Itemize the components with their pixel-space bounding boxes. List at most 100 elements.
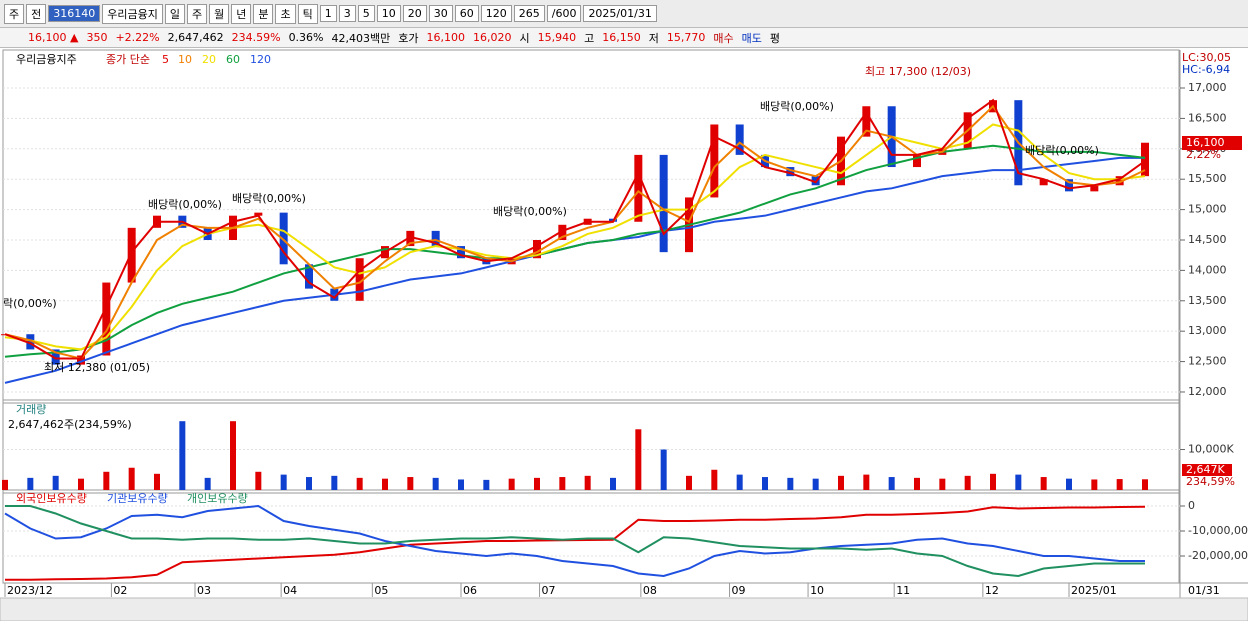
toolbar-item[interactable]: 분 [253, 3, 274, 24]
y-tick-label: 14,500 [1188, 233, 1227, 246]
bottom-bar [0, 597, 1248, 621]
toolbar-item[interactable]: 2025/01/31 [583, 5, 657, 22]
chart-title: 거래량 [16, 403, 46, 416]
y-tick-label: 14,000 [1188, 263, 1227, 276]
volume-bar [914, 477, 920, 490]
candle [710, 124, 719, 198]
volume-bar [939, 478, 946, 490]
toolbar-item[interactable]: 20 [402, 5, 427, 22]
toolbar-item[interactable]: /600 [546, 5, 582, 22]
toolbar-item[interactable]: 초 [275, 3, 296, 24]
legend-item: 5 [162, 53, 169, 66]
y-tick-label: 16,500 [1188, 111, 1227, 124]
candle [102, 282, 111, 356]
info-item: 350 [86, 31, 108, 44]
info-item: 0.36% [288, 31, 324, 44]
panel-frame [2, 489, 1180, 584]
toolbar-item[interactable]: 틱 [297, 3, 318, 24]
y-tick-label: 13,500 [1188, 294, 1227, 307]
ma-line [4, 144, 1146, 358]
toolbar-item[interactable]: 120 [480, 5, 512, 22]
toolbar-item[interactable]: 주 [4, 3, 25, 24]
candle [1039, 179, 1048, 186]
info-item: 16,150 [602, 31, 641, 44]
toolbar-item[interactable]: 전 [26, 3, 47, 24]
volume-bar [27, 477, 34, 490]
volume-bar [762, 477, 768, 490]
volume-bar [863, 474, 870, 490]
legend-item: 기관보유수량 [107, 492, 168, 505]
volume-bar [1015, 474, 1022, 490]
candle [659, 154, 668, 253]
volume-bar [584, 475, 591, 490]
y-tick-label: 17,000 [1188, 81, 1227, 94]
toolbar-item[interactable]: 5 [357, 5, 375, 22]
toolbar-item[interactable]: 주 [186, 3, 208, 24]
toolbar-item[interactable]: 60 [454, 5, 479, 22]
volume-bar [736, 474, 743, 490]
toolbar-item[interactable]: 265 [513, 5, 545, 22]
info-item: 15,940 [537, 31, 577, 44]
ma-line [4, 504, 1145, 578]
annotation: 배당락(0,00%) [232, 192, 306, 205]
toolbar-item[interactable]: 10 [376, 5, 401, 22]
x-tick-label: 02 [113, 584, 127, 597]
toolbar-item[interactable]: 316140 [48, 5, 101, 22]
side-label: LC:30,05 [1182, 51, 1231, 64]
info-bar: 16,100 ▲ 350 +2.22% 2,647,462 234.59% 0.36% 42… [0, 28, 1248, 48]
info-item: 저 [648, 31, 659, 45]
volume-bar [204, 477, 211, 490]
toolbar-item[interactable]: 월 [209, 3, 230, 24]
side-label: HC:-6,94 [1182, 63, 1230, 76]
volume-bar [154, 473, 160, 490]
candle [1090, 185, 1099, 192]
candle [431, 230, 440, 247]
y-tick-label: 10,000K [1188, 443, 1234, 456]
toolbar-item[interactable]: 3 [338, 5, 356, 22]
info-item: 16,100 ▲ [28, 31, 79, 44]
ma-line [5, 505, 1145, 578]
volume-bar [964, 475, 971, 490]
volume-bar [559, 477, 566, 490]
toolbar-item[interactable]: 30 [428, 5, 453, 22]
candle [1065, 179, 1073, 192]
annotation: 배당락(0,00%) [148, 198, 222, 211]
legend-item: 외국인보유수량 [16, 492, 87, 505]
x-tick-label: 06 [463, 584, 477, 597]
candle [634, 154, 643, 222]
volume-bar [990, 473, 996, 490]
volume-bar [230, 421, 236, 490]
volume-bar [306, 477, 312, 490]
annotation: 락(0,00%) [3, 297, 57, 310]
info-item: 호가 [398, 31, 419, 45]
ma-line [4, 123, 1146, 351]
annotation: 배당락(0,00%) [1025, 144, 1099, 157]
volume-bar [1091, 479, 1098, 490]
volume-bar [280, 474, 287, 490]
legend-item: 120 [250, 53, 271, 66]
ma-line [4, 98, 1146, 360]
chart-name: 우리금융지주 [16, 53, 77, 66]
volume-bar [1066, 478, 1072, 490]
volume-bar [483, 479, 490, 490]
chart-subtitle: 2,647,462주(234,59%) [8, 418, 132, 431]
x-tick-label: 2023/12 [7, 584, 53, 597]
panel-frame [2, 399, 1180, 494]
toolbar-item[interactable]: 년 [231, 3, 252, 24]
side-label: 2,22% [1186, 148, 1221, 161]
volume-bar [812, 478, 819, 490]
candle [786, 167, 795, 177]
info-item: 평 [769, 31, 780, 45]
toolbar-item[interactable]: 일 [164, 3, 185, 24]
toolbar-item[interactable]: 1 [319, 5, 337, 22]
candle [1141, 142, 1149, 177]
candle [533, 239, 541, 259]
cursor-label: 01/31 [1188, 584, 1220, 597]
x-tick-label: 08 [643, 584, 657, 597]
chart-title: 종가 단순 [106, 53, 150, 66]
volume-bar [660, 449, 667, 490]
x-tick-label: 10 [810, 584, 824, 597]
volume-bar [78, 478, 84, 490]
toolbar-item[interactable]: 우리금융지 [102, 3, 163, 24]
chart: 12,000 12,500 13,000 13,500 14,000 14,500 15,0… [0, 49, 1248, 621]
